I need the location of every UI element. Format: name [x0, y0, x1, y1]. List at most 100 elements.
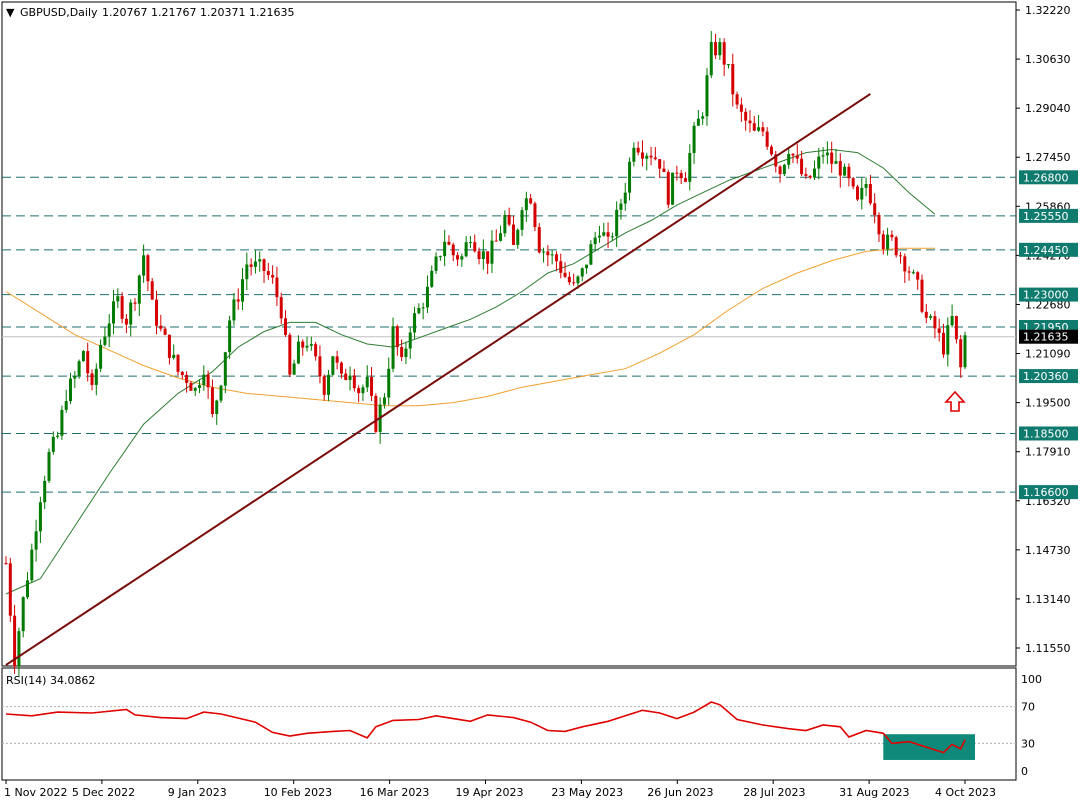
candle-body — [120, 296, 124, 319]
candle-body — [559, 261, 563, 273]
candle-body — [907, 271, 911, 273]
candle-body — [421, 307, 425, 309]
candle-body — [511, 224, 515, 245]
level-label-box — [1019, 170, 1078, 185]
candle-body — [477, 251, 481, 259]
candle-body — [623, 192, 627, 204]
candle-body — [159, 325, 163, 329]
rsi-label: RSI(14) 34.0862 — [6, 674, 95, 687]
candle-body — [787, 153, 791, 165]
candle-body — [94, 368, 98, 385]
candle-body — [666, 172, 670, 205]
header-triangle-icon[interactable]: ▼ — [6, 6, 15, 19]
candle-body — [249, 264, 253, 267]
candle-body — [387, 368, 391, 398]
candle-body — [374, 395, 378, 432]
candle-body — [8, 563, 12, 616]
x-tick-label: 23 May 2023 — [551, 786, 623, 799]
candle-body — [490, 240, 494, 264]
candle-body — [335, 356, 339, 363]
candle-body — [352, 375, 356, 389]
candle-body — [830, 152, 834, 164]
candle-body — [847, 166, 851, 179]
ohlc-values: 1.20767 1.21767 1.20371 1.21635 — [102, 6, 294, 19]
current-price-box — [1019, 329, 1078, 344]
candle-body — [701, 116, 705, 119]
y-tick-label: 1.32220 — [1025, 4, 1071, 17]
candle-body — [714, 42, 718, 56]
candle-body — [834, 161, 838, 164]
candle-body — [51, 436, 55, 452]
y-tick-label: 1.13140 — [1025, 593, 1071, 606]
candle-body — [516, 229, 520, 245]
y-tick-label: 1.11550 — [1025, 642, 1071, 655]
level-label-box — [1019, 208, 1078, 223]
candle-body — [133, 302, 137, 304]
symbol-timeframe: GBPUSD,Daily — [20, 6, 98, 19]
candle-body — [679, 173, 683, 179]
candle-body — [941, 332, 945, 355]
candle-body — [361, 387, 365, 394]
candle-body — [838, 161, 842, 176]
candle-body — [129, 302, 133, 325]
candle-body — [198, 385, 202, 388]
candle-body — [585, 264, 589, 269]
candle-body — [116, 296, 120, 302]
trend-line[interactable] — [5, 93, 871, 666]
candle-body — [610, 236, 614, 238]
candle-body — [886, 234, 890, 250]
candle-body — [357, 388, 361, 394]
level-label-box — [1019, 242, 1078, 257]
candle-body — [572, 282, 576, 284]
candle-body — [38, 502, 42, 532]
candle-body — [370, 376, 374, 396]
candle-body — [468, 242, 472, 244]
candle-body — [331, 356, 335, 375]
candle-body — [494, 240, 498, 242]
candle-body — [223, 352, 227, 386]
candle-body — [752, 123, 756, 131]
candle-body — [744, 111, 748, 121]
candle-body — [959, 339, 963, 368]
candle-body — [864, 183, 868, 188]
candle-body — [800, 158, 804, 175]
candle-body — [812, 168, 816, 178]
candle-body — [314, 344, 318, 357]
candle-body — [413, 313, 417, 333]
rsi-panel-border — [1, 667, 1017, 781]
candle-body — [481, 251, 485, 259]
candle-body — [950, 316, 954, 326]
candle-body — [155, 299, 159, 326]
candle-body — [520, 210, 524, 230]
candle-body — [507, 215, 511, 225]
candle-body — [327, 374, 331, 395]
candle-body — [486, 251, 490, 264]
candle-body — [920, 279, 924, 312]
candle-body — [916, 272, 920, 280]
y-tick-label: 1.30630 — [1025, 53, 1071, 66]
candle-body — [309, 344, 313, 346]
candle-body — [86, 351, 90, 374]
candle-body — [774, 154, 778, 167]
candle-body — [550, 254, 554, 256]
candle-body — [318, 356, 322, 377]
x-tick-label: 9 Jan 2023 — [168, 786, 227, 799]
candle-body — [339, 362, 343, 374]
level-label-box — [1019, 485, 1078, 500]
candle-body — [731, 64, 735, 95]
candle-body — [26, 580, 30, 598]
candle-body — [524, 198, 528, 211]
y-tick-label: 1.17910 — [1025, 446, 1071, 459]
candle-body — [271, 275, 275, 278]
candle-body — [671, 172, 675, 205]
level-label: 1.18500 — [1023, 427, 1069, 440]
candle-body — [554, 254, 558, 262]
candle-body — [17, 631, 21, 667]
level-label: 1.24450 — [1023, 244, 1069, 257]
candle-body — [843, 166, 847, 176]
candle-body — [245, 264, 249, 280]
candle-body — [735, 94, 739, 105]
y-tick-label: 1.22680 — [1025, 298, 1071, 311]
x-tick-label: 26 Jun 2023 — [647, 786, 713, 799]
candle-body — [322, 376, 326, 395]
